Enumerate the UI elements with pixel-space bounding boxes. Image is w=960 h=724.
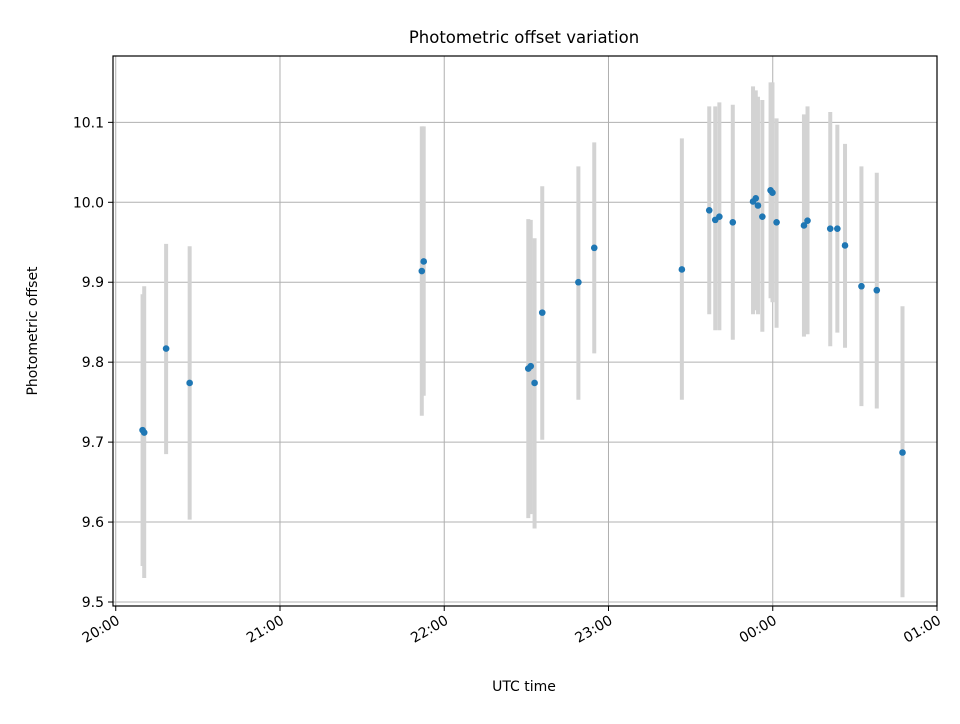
y-axis-ticks: 9.5 9.6 9.7 9.8 9.9 10.0 10.1 — [73, 115, 113, 611]
data-point — [899, 449, 906, 456]
data-point — [538, 309, 546, 316]
data-point — [873, 286, 881, 294]
data-point — [186, 379, 193, 387]
y-axis-label: Photometric offset — [25, 266, 41, 396]
data-point — [590, 244, 598, 252]
plot-frame — [112, 55, 938, 607]
data-point — [140, 429, 148, 436]
y-tick-label: 9.5 — [82, 595, 104, 611]
data-point — [705, 206, 713, 214]
data-point — [834, 225, 841, 232]
data-point — [804, 217, 811, 224]
data-point — [841, 242, 849, 249]
y-tick-label: 10.1 — [73, 115, 104, 131]
data-point — [759, 213, 766, 220]
y-tick-label: 10.0 — [73, 195, 104, 211]
data-point — [729, 218, 737, 226]
grid — [113, 56, 938, 606]
data-point — [418, 267, 426, 275]
data-point — [752, 194, 760, 202]
y-tick-label: 9.8 — [82, 355, 104, 371]
data-point — [527, 362, 535, 370]
data-point — [716, 213, 723, 220]
data-point — [162, 345, 170, 352]
data-point — [826, 225, 834, 232]
data-point — [858, 282, 865, 290]
chart-title: Photometric offset variation — [409, 28, 639, 47]
data-point — [769, 189, 776, 197]
y-tick-label: 9.7 — [82, 435, 104, 451]
y-tick-label: 9.9 — [82, 275, 104, 291]
y-tick-label: 9.6 — [82, 515, 104, 531]
data-point — [575, 278, 582, 286]
x-axis-label: UTC time — [492, 679, 556, 695]
data-point — [773, 218, 780, 226]
data-point — [678, 266, 686, 273]
data-point — [420, 258, 428, 265]
data-points — [139, 187, 906, 456]
data-point — [531, 379, 538, 387]
data-point — [800, 222, 808, 229]
data-point — [754, 202, 762, 209]
